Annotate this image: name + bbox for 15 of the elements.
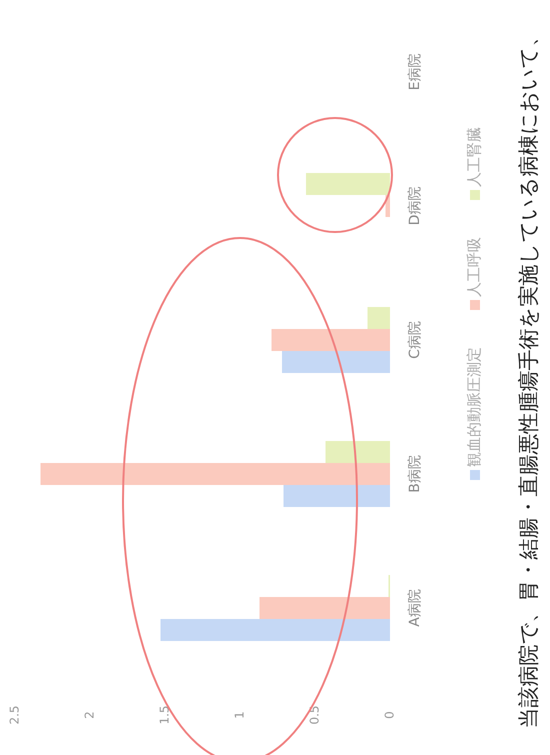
legend-label: 人工呼吸 [465,237,484,297]
legend-label: 人工腎臓 [465,127,484,187]
ytick: C病院 [406,321,423,359]
xtick: 2.5 [7,705,22,725]
xtick: 0 [382,711,396,719]
ytick: D病院 [406,186,423,226]
xtick: 0.5 [307,705,322,725]
annotation: 当該病院で、胃・結腸・直腸悪性腫瘍手術を実施している病棟において、 [516,26,541,728]
ytick: E病院 [406,54,423,90]
xtick: 2 [82,711,96,719]
ytick: B病院 [406,455,423,493]
legend-label: 観血的動脈圧測定 [465,347,484,467]
xtick: 1 [232,711,246,719]
xtick: 1.5 [157,705,172,725]
ytick: A病院 [406,589,423,627]
